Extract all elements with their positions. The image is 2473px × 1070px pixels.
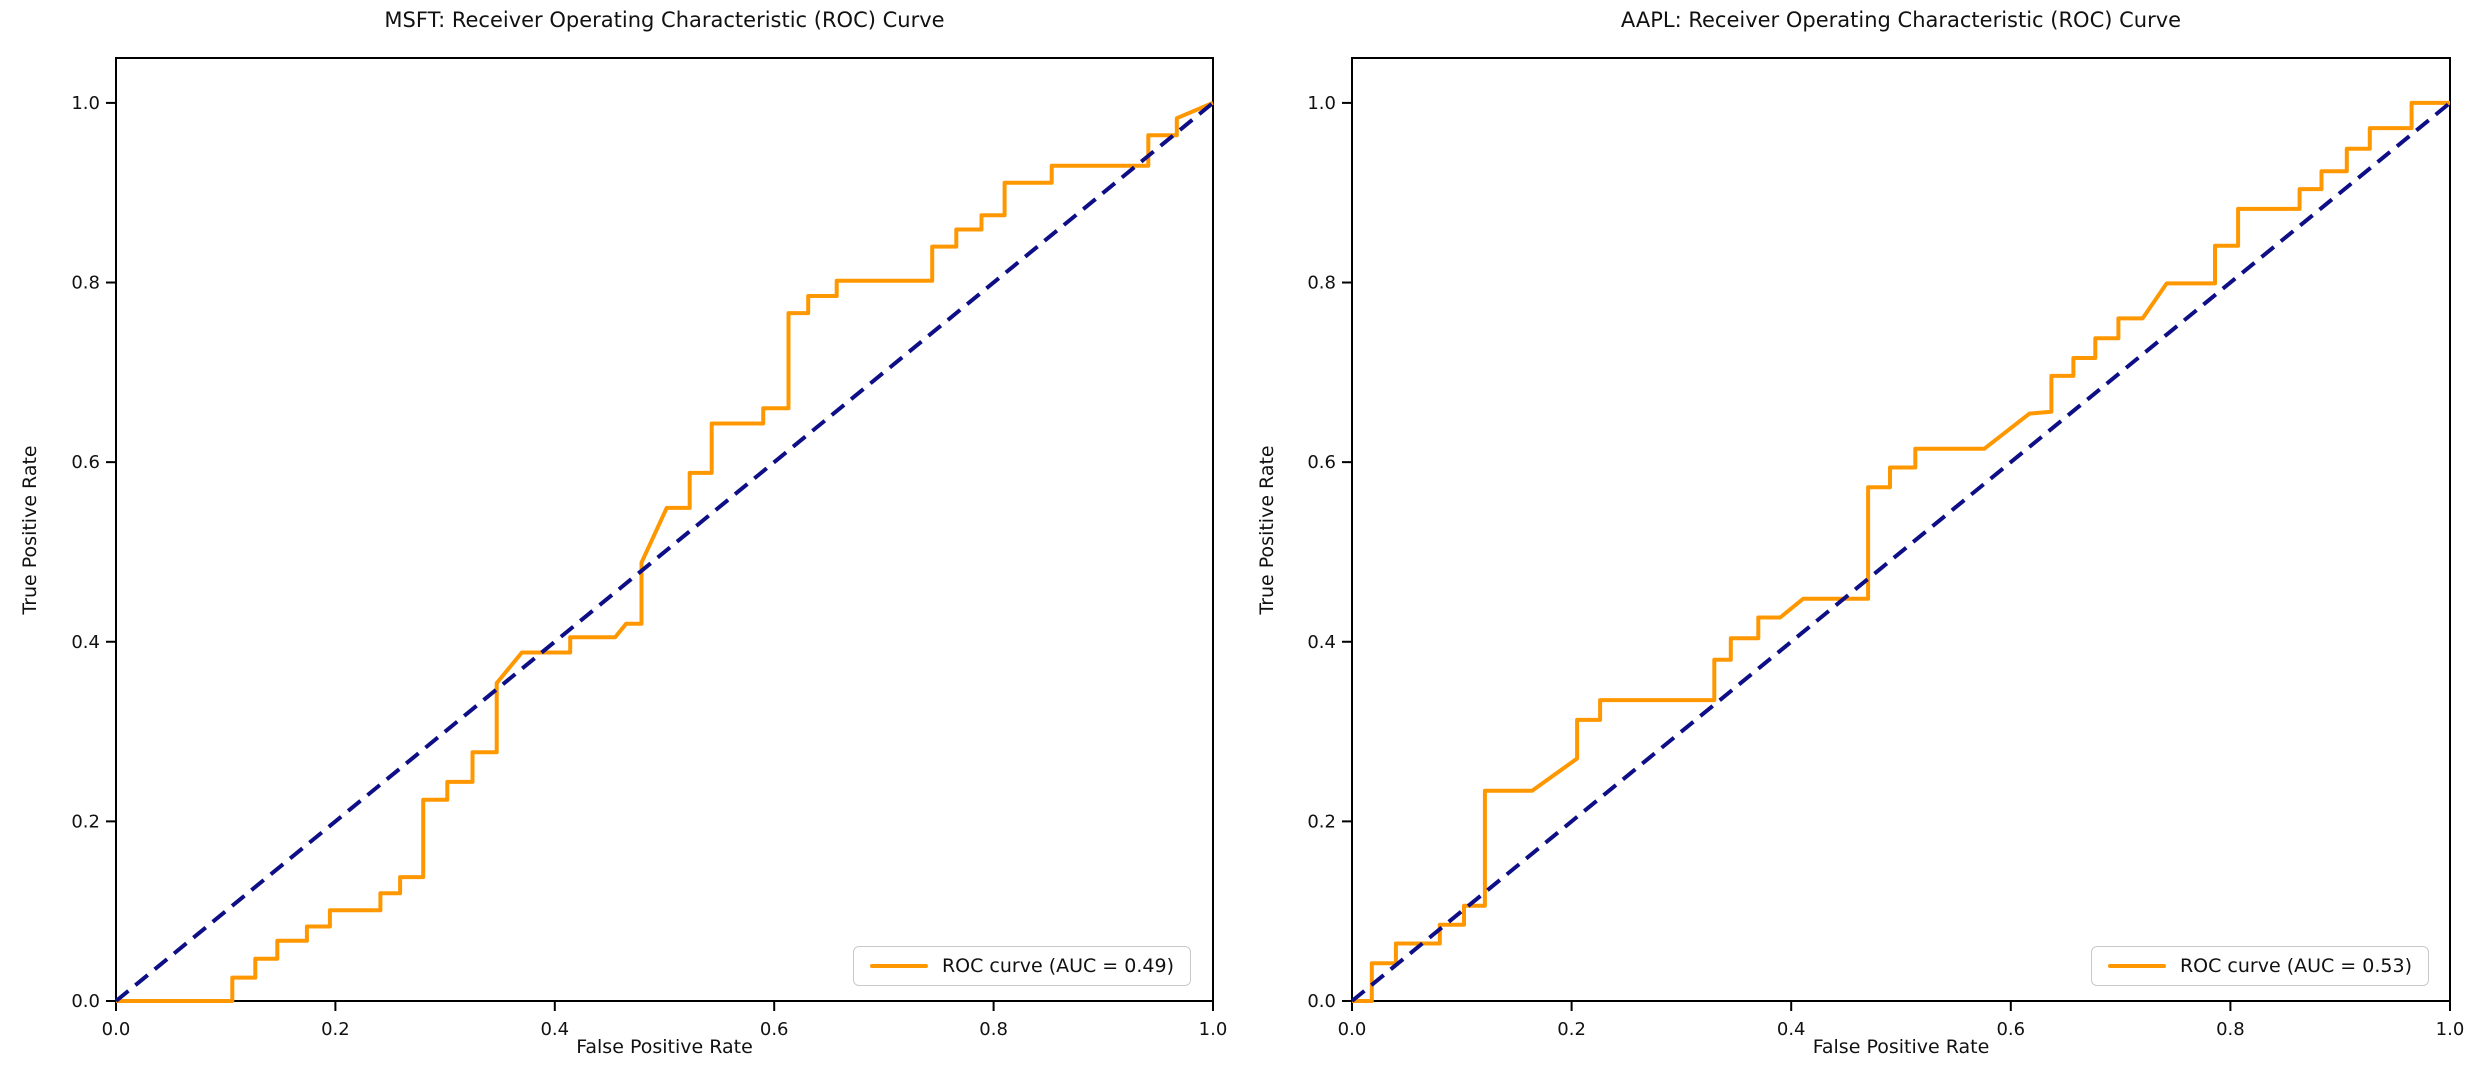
y-tick-label: 0.6 — [71, 452, 100, 473]
y-tick-label: 1.0 — [71, 93, 100, 114]
x-tick-label: 0.6 — [1996, 1019, 2025, 1040]
legend-label: ROC curve (AUC = 0.49) — [941, 955, 1174, 977]
legend-roc-line-sample — [869, 964, 928, 968]
roc-chart-msft: 0.0 0.2 0.4 0.6 0.8 1.0 0.0 0.2 0.4 0.6 0.8 1.0 MSF… — [19, 8, 1228, 1058]
roc-curve-line — [1352, 100, 2450, 1003]
y-tick-label: 0.0 — [71, 991, 100, 1012]
y-tick-label: 0.6 — [1307, 452, 1336, 473]
x-tick-label: 0.6 — [760, 1019, 789, 1040]
y-tick-label: 0.2 — [71, 811, 100, 832]
roc-plot-aapl: 0.0 0.2 0.4 0.6 0.8 1.0 0.0 0.2 0.4 0.6 0.8 1.0 — [1307, 57, 2465, 1040]
roc-curve-line — [116, 101, 1214, 1003]
x-tick-label: 0.2 — [321, 1019, 350, 1040]
chance-diagonal-line — [114, 101, 1215, 1003]
y-tick-label: 0.8 — [1307, 273, 1336, 294]
x-tick-label: 0.4 — [1777, 1019, 1806, 1040]
plot-border — [115, 57, 1214, 1002]
x-axis-label-msft: False Positive Rate — [576, 1036, 753, 1058]
y-tick-label: 0.4 — [71, 632, 100, 653]
x-tick-label: 0.4 — [540, 1019, 569, 1040]
legend-label: ROC curve (AUC = 0.53) — [2179, 955, 2412, 977]
y-tick-label: 0.0 — [1307, 991, 1336, 1012]
x-tick-label: 0.0 — [1338, 1019, 1367, 1040]
x-tick-label: 0.8 — [2216, 1019, 2245, 1040]
chance-diagonal-line — [1350, 101, 2452, 1003]
chart-title-msft: MSFT: Receiver Operating Characteristic … — [384, 8, 945, 32]
x-tick-label: 0.0 — [102, 1019, 131, 1040]
legend-msft: ROC curve (AUC = 0.49) — [852, 946, 1191, 986]
y-tick-label: 1.0 — [1307, 93, 1336, 114]
x-axis-label-aapl: False Positive Rate — [1812, 1036, 1990, 1058]
legend-roc-line-sample — [2107, 964, 2166, 968]
legend-aapl: ROC curve (AUC = 0.53) — [2090, 946, 2429, 986]
chart-title-aapl: AAPL: Receiver Operating Characteristic … — [1620, 8, 2182, 32]
plot-border — [1351, 57, 2451, 1002]
x-tick-label: 1.0 — [2436, 1019, 2465, 1040]
roc-plot-msft: 0.0 0.2 0.4 0.6 0.8 1.0 0.0 0.2 0.4 0.6 0.8 1.0 — [71, 57, 1228, 1040]
y-axis-label-msft: True Positive Rate — [19, 445, 41, 615]
y-tick-label: 0.8 — [71, 273, 100, 294]
roc-chart-aapl: 0.0 0.2 0.4 0.6 0.8 1.0 0.0 0.2 0.4 0.6 0.8 1.0 AAP… — [1237, 0, 2473, 1070]
y-tick-label: 0.4 — [1307, 632, 1336, 653]
y-axis-label-aapl: True Positive Rate — [1256, 445, 1278, 615]
x-tick-label: 0.8 — [979, 1019, 1008, 1040]
x-tick-label: 1.0 — [1199, 1019, 1228, 1040]
y-tick-label: 0.2 — [1307, 811, 1336, 832]
x-tick-label: 0.2 — [1557, 1019, 1586, 1040]
